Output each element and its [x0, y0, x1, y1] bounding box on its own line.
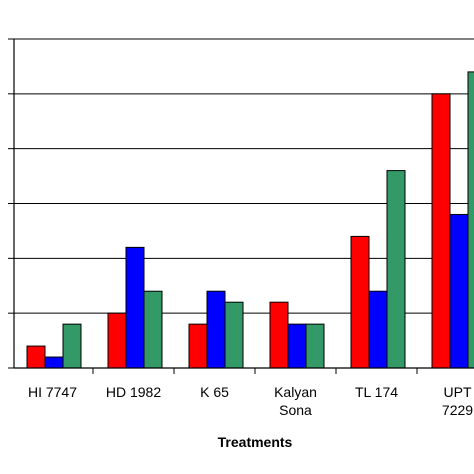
bar [62, 323, 82, 369]
bar [125, 246, 145, 369]
x-tick-label: HD 1982 [106, 384, 161, 400]
x-tick-label-line: HI 7747 [28, 384, 77, 400]
bar [386, 170, 406, 369]
x-tick-label-line: TL 174 [355, 384, 398, 400]
x-tick-label: TL 174 [355, 384, 398, 400]
bar [431, 93, 451, 369]
bar [467, 71, 474, 369]
bar [143, 290, 163, 369]
x-tick-labels: HI 7747 HD 1982 K 65 Kalyan Sona TL 174 UPT 722… [28, 384, 473, 418]
x-tick-label: K 65 [200, 384, 229, 400]
x-tick-label-line: Sona [279, 402, 312, 418]
bar [368, 290, 388, 369]
bar [287, 323, 307, 369]
bar [107, 312, 127, 369]
axes [8, 38, 474, 374]
x-tick-label-line: HD 1982 [106, 384, 161, 400]
x-tick-label: HI 7747 [28, 384, 77, 400]
bar [188, 323, 208, 369]
bar [224, 301, 244, 369]
x-tick-label: Kalyan Sona [274, 384, 317, 418]
x-tick-label-line: K 65 [200, 384, 229, 400]
bar [206, 290, 226, 369]
bar [449, 213, 469, 369]
bar [305, 323, 325, 369]
x-tick-label-line: Kalyan [274, 384, 317, 400]
bar [26, 345, 46, 369]
x-tick-label-line: 7229 [442, 402, 473, 418]
x-axis-title: Treatments [218, 434, 293, 450]
bar [44, 356, 64, 369]
x-tick-label: UPT 7229 [442, 384, 473, 418]
x-tick-label-line: UPT [444, 384, 472, 400]
bar [350, 235, 370, 369]
bars [26, 71, 474, 369]
bar [269, 301, 289, 369]
